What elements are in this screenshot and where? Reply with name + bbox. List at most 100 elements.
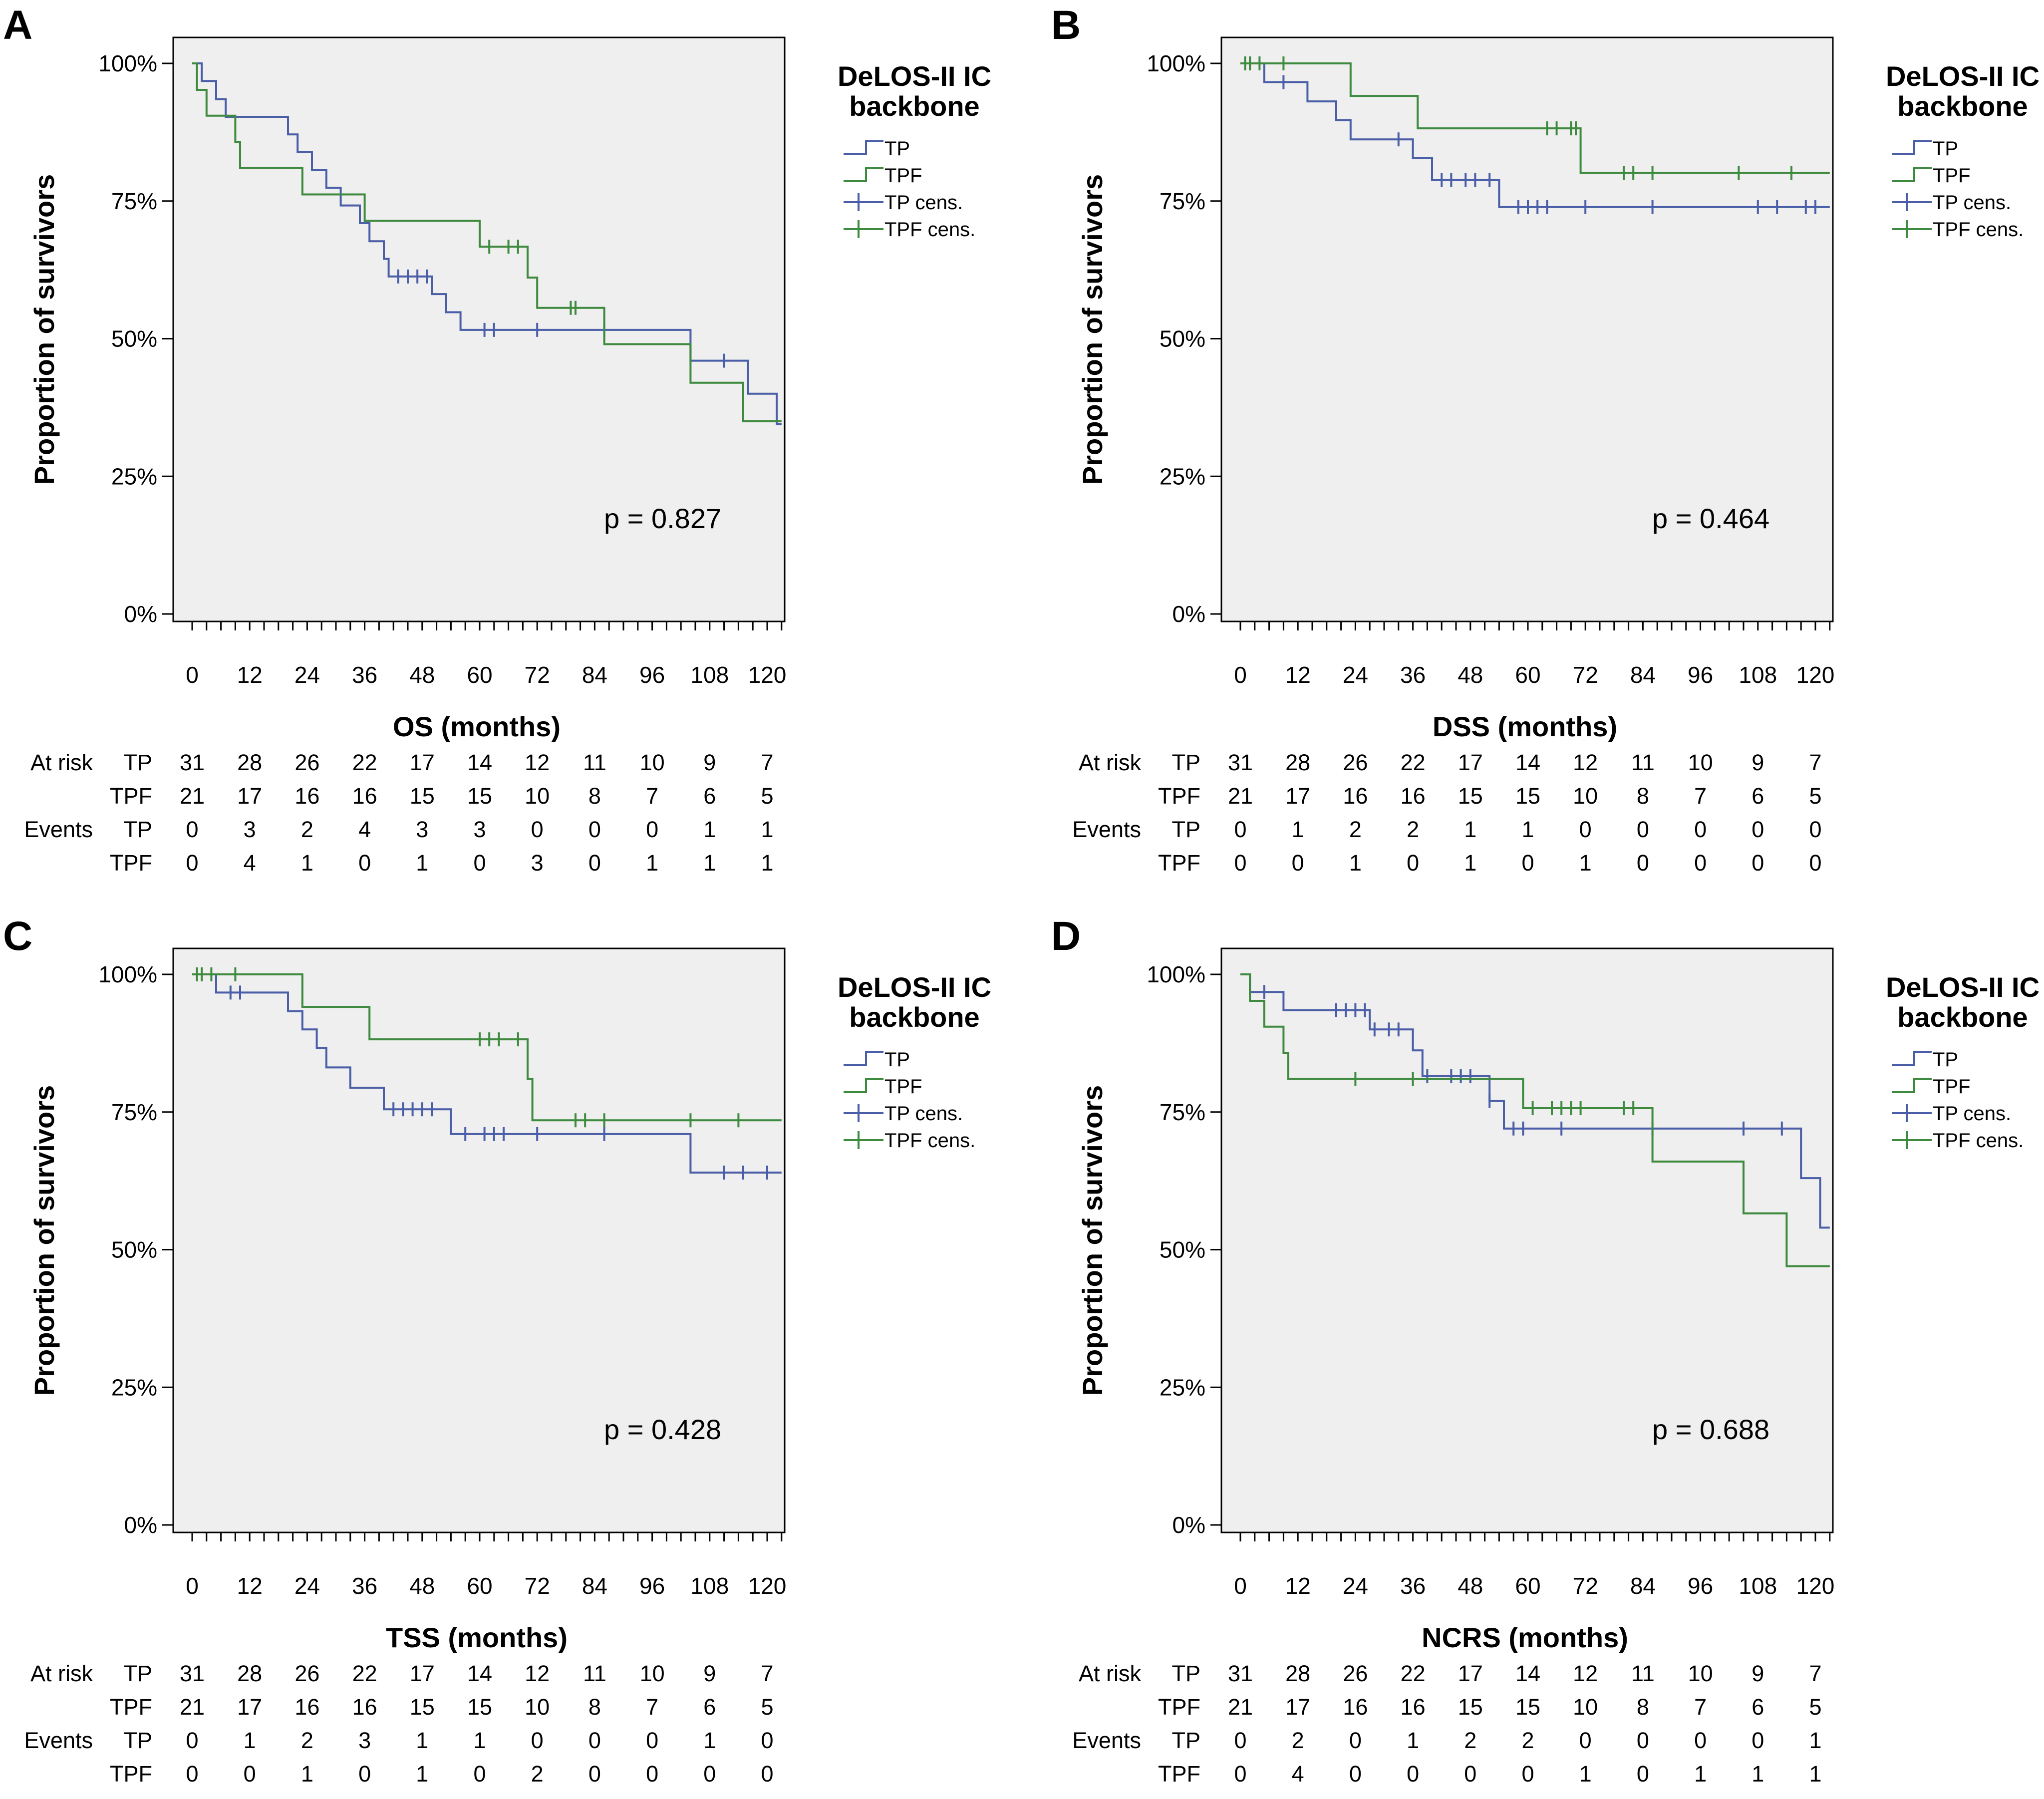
- at-risk-tp-value: 22: [1401, 1661, 1426, 1686]
- x-tick-label: 120: [1796, 662, 1835, 688]
- events-tpf-value: 0: [646, 1761, 658, 1787]
- at-risk-tpf-value: 5: [761, 783, 773, 809]
- events-tpf-value: 0: [1637, 850, 1649, 876]
- x-tick-label: 96: [1688, 1573, 1713, 1599]
- km-curve-tpf: [1240, 973, 1830, 1267]
- events-tp-value: 1: [1464, 817, 1476, 842]
- y-tick-label: 75%: [111, 188, 157, 214]
- events-tpf-value: 0: [1464, 1761, 1476, 1787]
- at-risk-tpf-value: 6: [1752, 1694, 1764, 1720]
- at-risk-tp-value: 14: [467, 1661, 492, 1686]
- events-tpf-value: 0: [244, 1761, 256, 1787]
- events-tp-value: 0: [1637, 1728, 1649, 1753]
- legend-label: TP: [1933, 1049, 1958, 1071]
- p-value: p = 0.688: [1652, 1414, 1769, 1445]
- y-tick-label: 50%: [1160, 1237, 1205, 1263]
- at-risk-tp-value: 28: [237, 750, 262, 775]
- legend-swatch-tp: [844, 140, 883, 155]
- x-tick-label: 12: [1285, 662, 1311, 688]
- x-tick-label: 12: [1285, 1573, 1311, 1599]
- risk-group-label: TP: [1171, 1728, 1200, 1753]
- at-risk-tp-value: 7: [1809, 750, 1821, 775]
- at-risk-tpf-value: 21: [180, 783, 205, 809]
- at-risk-tp-value: 26: [1343, 1661, 1368, 1686]
- at-risk-tpf-value: 8: [1637, 1694, 1649, 1720]
- events-tpf-value: 0: [1234, 850, 1246, 876]
- legend-label: TPF cens.: [884, 219, 975, 241]
- y-axis-title: Proportion of survivors: [1077, 1085, 1108, 1396]
- events-tpf-value: 1: [416, 1761, 428, 1787]
- panel-b: B0%25%50%75%100%0 12 24 36 48 60 72 84 96 108 120D…: [1051, 2, 2040, 876]
- events-tpf-value: 0: [1809, 850, 1821, 876]
- x-tick-label: 24: [294, 662, 320, 688]
- events-tp-value: 0: [1579, 817, 1592, 842]
- at-risk-tp-value: 31: [180, 1661, 205, 1686]
- at-risk-tp-value: 17: [1458, 1661, 1483, 1686]
- panel-a: A0%25%50%75%100%0 12 24 36 48 60 72 84 96 108 120O…: [3, 2, 991, 876]
- y-tick-label: 100%: [1147, 961, 1205, 987]
- events-tp-value: 2: [1521, 1728, 1534, 1753]
- risk-row-header: Events: [24, 1728, 93, 1753]
- legend-label: TP cens.: [1933, 1103, 2011, 1125]
- at-risk-tpf-value: 7: [646, 783, 658, 809]
- legend-label: TP: [884, 138, 910, 160]
- plot-area: [1220, 36, 1834, 622]
- x-tick-label: 36: [352, 1573, 377, 1599]
- events-tpf-value: 0: [1349, 1761, 1362, 1787]
- panel-c: C0%25%50%75%100%0 12 24 36 48 60 72 84 96 108 120T…: [3, 913, 991, 1787]
- events-tpf-value: 0: [588, 850, 601, 876]
- events-tpf-value: 0: [1234, 1761, 1246, 1787]
- risk-group-label: TPF: [110, 1694, 152, 1720]
- events-tpf-value: 0: [358, 850, 371, 876]
- events-tpf-value: 1: [1752, 1761, 1764, 1787]
- events-tp-value: 3: [244, 817, 256, 842]
- events-tpf-value: 1: [301, 1761, 313, 1787]
- panel-letter: B: [1051, 2, 1081, 48]
- x-tick-label: 108: [690, 1573, 729, 1599]
- legend-title: DeLOS-II IC: [838, 971, 991, 1003]
- at-risk-tp-value: 10: [640, 1661, 665, 1686]
- at-risk-tpf-value: 16: [1343, 783, 1368, 809]
- x-tick-label: 12: [237, 662, 263, 688]
- events-tp-value: 1: [244, 1728, 256, 1753]
- y-tick-label: 0%: [1172, 1512, 1205, 1538]
- risk-group-label: TPF: [1158, 783, 1200, 809]
- p-value: p = 0.464: [1652, 503, 1769, 534]
- at-risk-tpf-value: 16: [352, 1694, 377, 1720]
- events-tpf-value: 0: [588, 1761, 601, 1787]
- x-tick-label: 36: [352, 662, 377, 688]
- at-risk-tp-value: 28: [1285, 1661, 1310, 1686]
- events-tp-value: 1: [703, 817, 716, 842]
- risk-row-header: At risk: [1079, 750, 1142, 775]
- legend-label: TPF cens.: [1933, 219, 2024, 241]
- at-risk-tpf-value: 21: [180, 1694, 205, 1720]
- events-tp-value: 0: [646, 817, 658, 842]
- at-risk-tpf-value: 17: [1285, 783, 1310, 809]
- at-risk-tp-value: 9: [1752, 1661, 1764, 1686]
- panel-d: D0%25%50%75%100%0 12 24 36 48 60 72 84 96 108 120N…: [1051, 913, 2040, 1787]
- x-tick-label: 60: [1515, 662, 1540, 688]
- panel-letter: D: [1051, 913, 1081, 959]
- events-tp-value: 1: [761, 817, 773, 842]
- at-risk-tpf-value: 8: [1637, 783, 1649, 809]
- y-tick-label: 25%: [1160, 1374, 1205, 1400]
- events-tp-value: 2: [301, 1728, 313, 1753]
- at-risk-tp-value: 7: [1809, 1661, 1821, 1686]
- events-tp-value: 0: [186, 1728, 198, 1753]
- x-tick-label: 0: [1234, 1573, 1247, 1599]
- risk-group-label: TPF: [1158, 1761, 1200, 1787]
- risk-group-label: TP: [1171, 1661, 1200, 1686]
- risk-group-label: TPF: [1158, 1694, 1200, 1720]
- events-tp-value: 0: [588, 1728, 601, 1753]
- legend-label: TPF: [1933, 1076, 1971, 1098]
- y-tick-label: 100%: [1147, 50, 1205, 76]
- events-tp-value: 1: [703, 1728, 716, 1753]
- events-tpf-value: 3: [531, 850, 544, 876]
- at-risk-tpf-value: 7: [646, 1694, 658, 1720]
- events-tp-value: 0: [1752, 817, 1764, 842]
- x-tick-label: 108: [1739, 1573, 1777, 1599]
- at-risk-tpf-value: 16: [1401, 783, 1426, 809]
- at-risk-tp-value: 11: [1631, 750, 1655, 775]
- x-tick-label: 48: [1458, 662, 1483, 688]
- at-risk-tpf-value: 6: [703, 783, 716, 809]
